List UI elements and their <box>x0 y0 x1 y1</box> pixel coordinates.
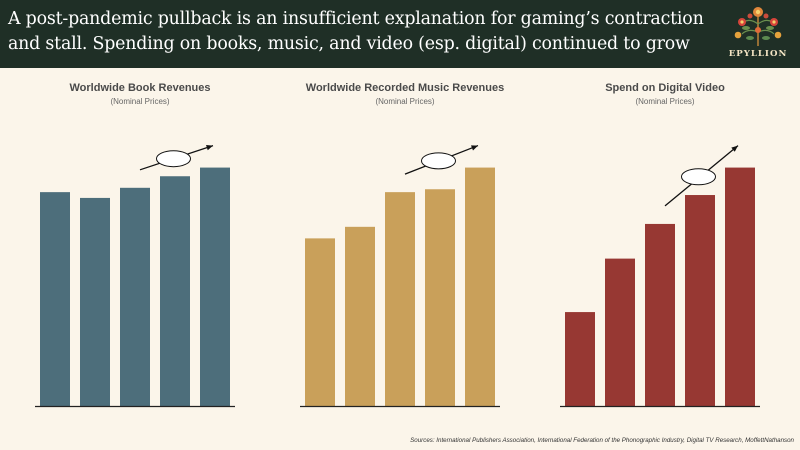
bar <box>40 192 70 406</box>
bar <box>200 167 230 406</box>
bar <box>305 238 335 406</box>
trend-arrowhead <box>731 145 738 152</box>
title-line-2: and stall. Spending on books, music, and… <box>8 34 690 54</box>
chart-subtitle: (Nominal Prices) <box>110 97 170 106</box>
bar <box>685 195 715 406</box>
bar <box>385 192 415 406</box>
chart-title: Spend on Digital Video <box>605 82 725 94</box>
chart-video: Spend on Digital Video (Nominal Prices) <box>535 82 795 412</box>
logo-wordmark: EPYLLION <box>728 49 788 59</box>
header-banner: A post-pandemic pullback is an insuffici… <box>0 0 800 68</box>
trend-oval <box>156 150 191 168</box>
bar <box>425 189 455 406</box>
chart-plot <box>560 145 760 408</box>
chart-title: Worldwide Book Revenues <box>69 82 211 94</box>
bar <box>345 226 375 406</box>
chart-music: Worldwide Recorded Music Revenues (Nomin… <box>275 82 535 412</box>
bar <box>605 258 635 406</box>
bar <box>465 167 495 406</box>
chart-subtitle: (Nominal Prices) <box>375 97 435 106</box>
chart-plot <box>300 144 500 408</box>
trend-arrowhead <box>471 145 478 151</box>
page-title: A post-pandemic pullback is an insuffici… <box>8 7 708 57</box>
title-line-1: A post-pandemic pullback is an insuffici… <box>8 9 704 29</box>
trend-arrowhead <box>206 145 213 151</box>
floral-ornament-icon <box>734 7 782 46</box>
bar <box>725 167 755 406</box>
chart-plot <box>35 144 235 408</box>
chart-subtitle: (Nominal Prices) <box>635 97 695 106</box>
chart-books: Worldwide Book Revenues (Nominal Prices) <box>10 82 270 412</box>
bar <box>160 176 190 406</box>
trend-oval <box>421 152 456 170</box>
epyllion-logo: EPYLLION <box>722 2 794 66</box>
bar <box>645 223 675 406</box>
bar <box>120 187 150 406</box>
bar <box>80 197 110 406</box>
sources-footnote: Sources: International Publishers Associ… <box>410 437 794 444</box>
trend-oval <box>681 168 716 186</box>
chart-title: Worldwide Recorded Music Revenues <box>305 82 505 94</box>
bar <box>565 312 595 406</box>
